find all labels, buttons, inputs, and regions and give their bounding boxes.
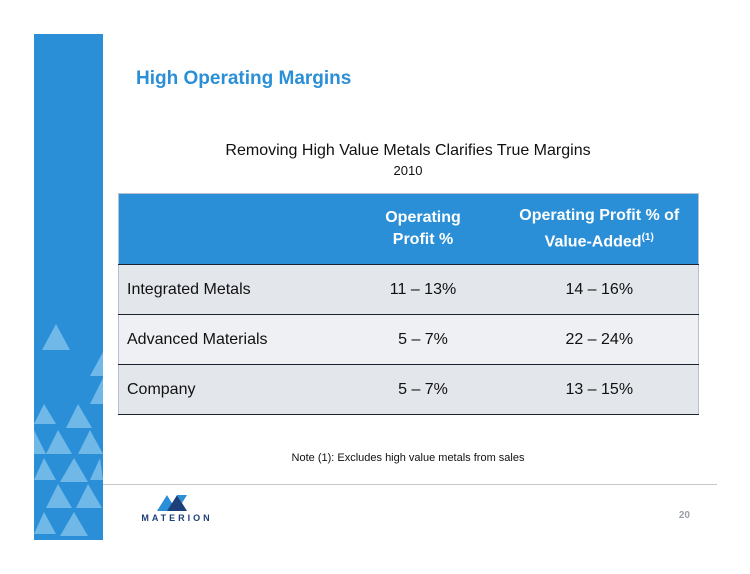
page-title: High Operating Margins (136, 68, 352, 89)
operating-profit-cell: 11 – 13% (345, 264, 501, 315)
header-operating-profit-line2: Profit % (392, 231, 454, 248)
value-added-cell: 14 – 16% (500, 264, 699, 315)
row-label: Company (118, 364, 346, 415)
margins-table: Operating Profit % Operating Profit % of… (118, 193, 699, 415)
decorative-sidebar (34, 34, 103, 540)
row-label: Integrated Metals (118, 264, 346, 315)
footnote: Note (1): Excludes high value metals fro… (291, 452, 525, 464)
logo-wordmark: MATERION (141, 513, 213, 523)
table-subtitle: Removing High Value Metals Clarifies Tru… (225, 142, 591, 159)
header-value-added-line1: Operating Profit % of (519, 206, 680, 224)
header-operating-profit: Operating Profit % (345, 193, 501, 265)
page-number: 20 (678, 510, 690, 521)
table-row: Company 5 – 7% 13 – 15% (118, 364, 699, 415)
table-header-row: Operating Profit % Operating Profit % of… (118, 193, 699, 265)
value-added-cell: 22 – 24% (500, 314, 699, 365)
header-empty-cell (118, 193, 346, 265)
footer-divider (103, 484, 717, 485)
row-label: Advanced Materials (118, 314, 346, 365)
header-value-added-line2: Value-Added (544, 233, 642, 251)
table-row: Advanced Materials 5 – 7% 22 – 24% (118, 314, 699, 365)
header-value-added: Operating Profit % of Value-Added(1) (500, 193, 699, 265)
header-operating-profit-line1: Operating (385, 209, 461, 226)
operating-profit-cell: 5 – 7% (345, 314, 501, 365)
table-year: 2010 (393, 163, 423, 178)
value-added-cell: 13 – 15% (500, 364, 699, 415)
logo-mark-icon (157, 495, 187, 511)
operating-profit-cell: 5 – 7% (345, 364, 501, 415)
company-logo: MATERION (137, 493, 217, 527)
footnote-marker: (1) (641, 231, 654, 243)
table-row: Integrated Metals 11 – 13% 14 – 16% (118, 264, 699, 315)
triangle-pattern (34, 324, 103, 536)
